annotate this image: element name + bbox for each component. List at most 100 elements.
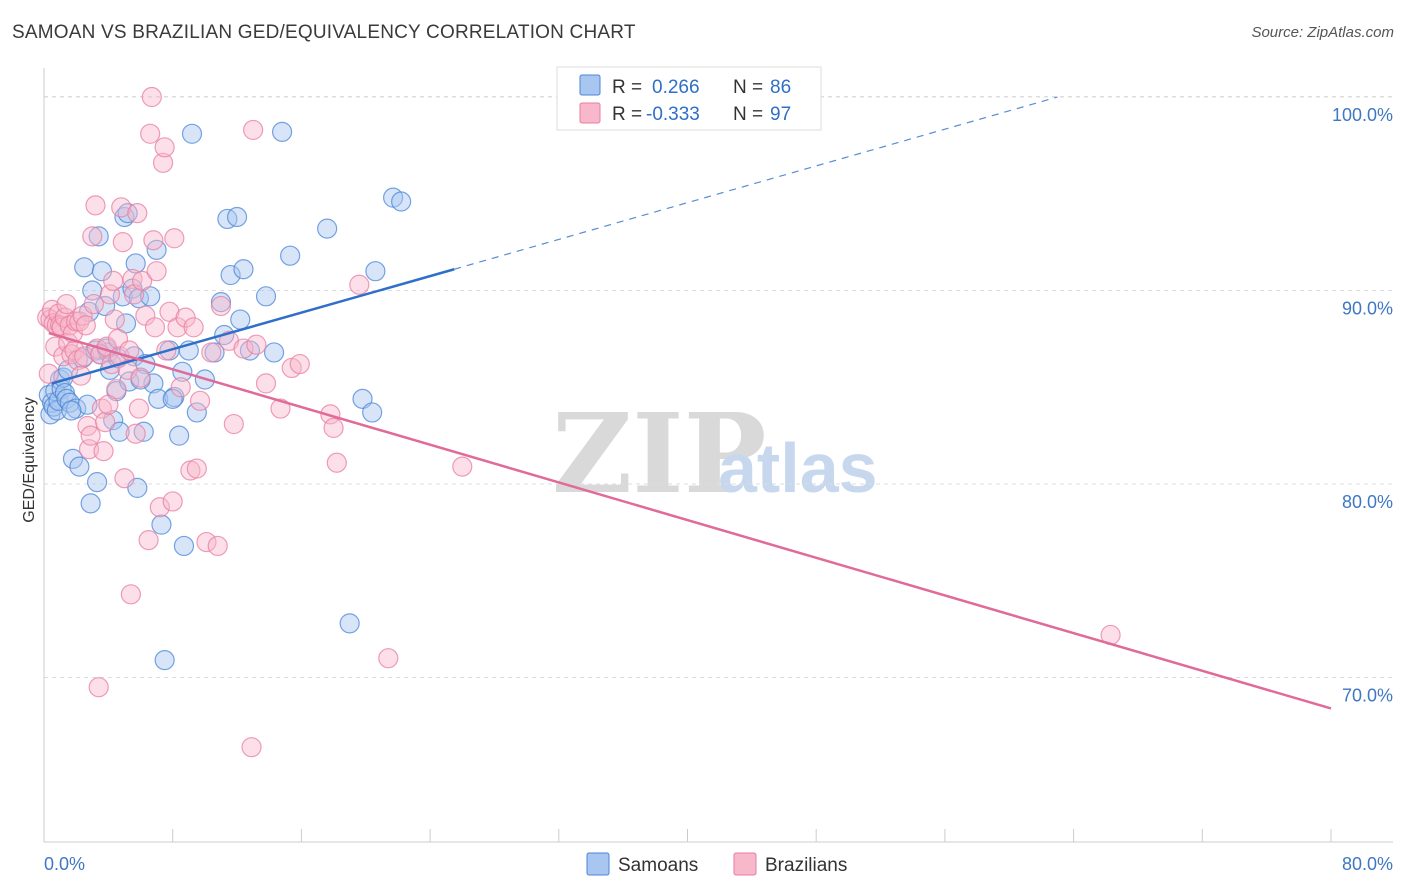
brazilians-point-63 <box>143 230 164 251</box>
bottom-legend-label-brazilians: Brazilians <box>765 855 847 876</box>
top-legend-box <box>556 66 822 131</box>
samoans-point-71 <box>255 286 277 307</box>
brazilians-point-32 <box>88 677 109 698</box>
samoans-point-34 <box>109 421 130 442</box>
brazilians-point-90 <box>270 398 291 419</box>
brazilians-point-55 <box>127 203 148 224</box>
samoans-point-60 <box>186 402 207 423</box>
brazilians-trend-line <box>48 331 1332 710</box>
brazilians-point-88 <box>243 119 264 141</box>
brazilians-point-48 <box>114 468 135 489</box>
samoans-point-16 <box>69 456 90 477</box>
brazilians-point-57 <box>130 367 151 388</box>
brazilians-point-74 <box>170 377 191 398</box>
axes <box>43 68 1393 843</box>
brazilians-point-95 <box>326 452 347 473</box>
brazilians-point-71 <box>162 491 183 512</box>
samoans-point-74 <box>280 245 301 266</box>
tick-labels: 100.0% 90.0% 80.0% 70.0% 0.0% 80.0% <box>44 105 1393 874</box>
samoans-point-59 <box>181 123 203 144</box>
samoans-point-69 <box>233 259 254 280</box>
brazilians-point-46 <box>111 197 132 218</box>
brazilians-point-92 <box>289 353 310 375</box>
brazilians-point-67 <box>152 152 174 173</box>
legend-n-label-samoans: N = <box>733 77 763 98</box>
brazilians-point-83 <box>210 295 232 317</box>
y-tick-label-3: 70.0% <box>1342 686 1393 706</box>
grid-lines <box>44 96 1393 679</box>
brazilians-point-42 <box>104 309 125 330</box>
source-label: Source: ZipAtlas.com <box>1251 24 1394 41</box>
y-tick-label-0: 100.0% <box>1332 105 1393 125</box>
samoans-point-57 <box>173 535 195 557</box>
legend-n-value-samoans: 86 <box>770 77 791 98</box>
samoans-point-81 <box>391 191 412 212</box>
brazilians-point-98 <box>452 456 473 477</box>
brazilians-point-62 <box>141 86 162 108</box>
legend-r-value-brazilians: -0.333 <box>646 104 700 125</box>
samoans-points <box>38 121 412 671</box>
y-tick-label-2: 80.0% <box>1342 492 1393 512</box>
x-tick-label-0: 0.0% <box>44 854 85 874</box>
legend-r-value-samoans: 0.266 <box>652 77 700 98</box>
brazilians-point-20 <box>69 311 90 332</box>
brazilians-point-35 <box>93 441 114 462</box>
brazilians-point-1 <box>38 363 59 384</box>
samoans-point-76 <box>339 613 360 634</box>
brazilians-point-94 <box>323 417 344 439</box>
samoans-point-21 <box>80 493 101 514</box>
x-tick-label-1: 80.0% <box>1342 854 1393 874</box>
brazilians-point-28 <box>82 226 103 247</box>
chart-title: SAMOAN VS BRAZILIAN GED/EQUIVALENCY CORR… <box>12 22 636 43</box>
brazilians-point-60 <box>138 530 159 551</box>
brazilians-point-30 <box>85 195 106 216</box>
brazilians-point-19 <box>67 350 88 371</box>
legend-swatch-brazilians <box>579 102 601 124</box>
brazilians-point-54 <box>125 423 146 444</box>
brazilians-point-72 <box>164 228 185 249</box>
brazilians-point-100 <box>246 334 267 355</box>
bottom-legend-swatch-samoans <box>586 852 610 876</box>
brazilians-point-81 <box>201 342 222 363</box>
brazilians-point-64 <box>144 317 166 338</box>
samoans-point-18 <box>74 257 95 278</box>
samoans-point-55 <box>169 425 190 446</box>
brazilians-point-58 <box>132 270 153 291</box>
bottom-legend-label-samoans: Samoans <box>618 855 698 876</box>
trend-lines <box>48 96 1332 710</box>
samoans-point-75 <box>317 218 338 239</box>
samoans-point-13 <box>59 392 80 413</box>
brazilians-point-61 <box>140 123 161 144</box>
brazilians-point-47 <box>112 232 133 253</box>
brazilians-point-27 <box>80 425 101 446</box>
top-legend: R = 0.266 N = 86 R = -0.333 N = 97 <box>556 66 822 131</box>
brazilians-point-79 <box>189 390 211 411</box>
brazilians-point-12 <box>56 293 77 315</box>
brazilians-point-24 <box>75 315 96 336</box>
brazilians-point-65 <box>146 261 167 282</box>
brazilians-point-80 <box>196 531 217 553</box>
watermark-atlas: atlas <box>718 429 878 507</box>
brazilians-point-96 <box>349 274 370 295</box>
samoans-point-45 <box>133 421 154 442</box>
brazilians-point-43 <box>106 379 127 400</box>
brazilians-point-56 <box>128 398 150 419</box>
y-tick-label-1: 90.0% <box>1342 299 1393 319</box>
samoans-point-48 <box>143 373 164 394</box>
samoans-point-66 <box>220 264 241 286</box>
brazilians-point-66 <box>149 497 170 518</box>
legend-r-label-samoans: R = <box>612 77 642 98</box>
brazilians-point-29 <box>83 293 104 315</box>
brazilians-point-87 <box>241 737 262 758</box>
samoans-point-24 <box>86 471 108 493</box>
samoans-point-78 <box>362 402 383 423</box>
samoans-trend-line <box>51 268 455 385</box>
samoans-point-42 <box>125 253 146 274</box>
samoans-point-85 <box>61 400 82 421</box>
samoans-point-52 <box>154 650 175 671</box>
legend-n-label-brazilians: N = <box>733 104 763 125</box>
samoans-point-84 <box>162 388 183 409</box>
brazilians-point-36 <box>95 412 116 433</box>
brazilians-points <box>37 86 1121 758</box>
samoans-point-51 <box>151 514 172 535</box>
